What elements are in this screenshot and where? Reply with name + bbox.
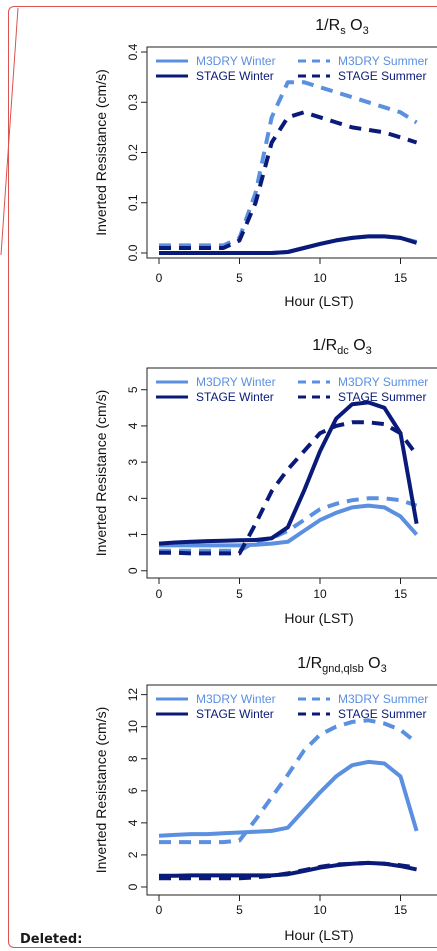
tracked-changes-page-frame — [8, 6, 437, 948]
legend-label: STAGE Summer — [338, 707, 426, 721]
y-tick-label: 0 — [126, 883, 140, 890]
x-tick-label: 15 — [394, 587, 408, 601]
x-axis-label: Hour (LST) — [284, 927, 353, 943]
chart-title-part: 3 — [363, 25, 369, 37]
series-group — [159, 80, 418, 255]
chart-title: 1/Rs O3 — [315, 17, 368, 37]
series-line-stage-summer — [159, 110, 418, 250]
x-tick-label: 15 — [394, 271, 408, 285]
y-axis-label: Inverted Resistance (cm/s) — [93, 69, 109, 236]
legend-label: STAGE Summer — [338, 69, 426, 83]
legend: M3DRY Winter M3DRY Summer STAGE Winter STAG… — [156, 54, 428, 83]
legend-label: STAGE Winter — [196, 69, 274, 83]
y-tick-label: 4 — [126, 422, 140, 429]
series-line-stage-summer — [159, 420, 419, 556]
series-line-stage-winter — [158, 400, 419, 546]
legend-label: M3DRY Summer — [338, 692, 428, 706]
x-axis-label: Hour (LST) — [284, 293, 353, 309]
y-tick-label: 0.2 — [126, 144, 140, 161]
series-line-m3dry-summer — [159, 718, 418, 845]
x-tick-label: 5 — [236, 587, 243, 601]
chart-title-part: 1/R — [315, 17, 340, 34]
series-line-stage-winter — [159, 860, 418, 878]
y-tick-label: 0.3 — [126, 94, 140, 111]
legend-label: STAGE Summer — [338, 390, 426, 404]
y-axis-label: Inverted Resistance (cm/s) — [93, 707, 109, 874]
x-tick-label: 10 — [313, 903, 327, 917]
chart-title-part: 3 — [381, 663, 387, 675]
plot-frame — [146, 684, 437, 896]
y-tick-label: 10 — [126, 720, 140, 734]
series-line-m3dry-winter — [158, 759, 419, 838]
y-tick-label: 3 — [126, 458, 140, 465]
x-tick-label: 5 — [236, 903, 243, 917]
series-group — [158, 400, 419, 556]
plot-frame — [146, 367, 437, 579]
chart-title-part: s — [340, 25, 346, 37]
x-axis-label: Hour (LST) — [284, 610, 353, 626]
legend-label: M3DRY Winter — [196, 54, 276, 68]
series-line-m3dry-winter — [159, 503, 419, 548]
chart-title-part: 3 — [366, 345, 372, 357]
legend-label: STAGE Winter — [196, 390, 274, 404]
y-tick-label: 5 — [126, 386, 140, 393]
y-axis-label: Inverted Resistance (cm/s) — [93, 390, 109, 557]
x-tick-label: 15 — [394, 903, 408, 917]
x-tick-label: 10 — [313, 271, 327, 285]
chart-title-part: O — [346, 17, 363, 34]
legend-label: M3DRY Winter — [196, 375, 276, 389]
x-tick-label: 0 — [156, 271, 163, 285]
y-tick-label: 6 — [126, 787, 140, 794]
y-tick-label: 1 — [126, 531, 140, 538]
series-line-stage-winter — [159, 234, 418, 255]
y-tick-label: 12 — [126, 688, 140, 702]
deleted-revision-label: Deleted: — [20, 932, 83, 947]
y-tick-label: 2 — [126, 495, 140, 502]
chart-title-part: O — [364, 655, 381, 672]
legend-label: M3DRY Summer — [338, 375, 428, 389]
y-tick-label: 0.0 — [126, 244, 140, 261]
comment-connector-line — [0, 7, 19, 256]
legend: M3DRY Winter M3DRY Summer STAGE Winter STAG… — [156, 375, 428, 404]
series-group — [158, 718, 419, 881]
x-tick-label: 5 — [236, 271, 243, 285]
y-tick-label: 0.4 — [126, 43, 140, 60]
chart-title-part: 1/R — [297, 655, 322, 672]
x-tick-label: 10 — [313, 587, 327, 601]
series-line-m3dry-summer — [159, 496, 418, 553]
legend-label: M3DRY Summer — [338, 54, 428, 68]
legend-label: STAGE Winter — [196, 707, 274, 721]
x-tick-label: 0 — [156, 903, 163, 917]
chart-panel-1: 1/Rs O3 0.0 0.1 0.2 0.3 0.4 0 5 10 15 Hour (LST) In… — [93, 17, 437, 309]
chart-title: 1/Rgnd,qlsb O3 — [297, 655, 387, 675]
y-tick-label: 4 — [126, 819, 140, 826]
chart-panel-3: 1/Rgnd,qlsb O3 0 2 4 6 8 10 12 0 5 10 15 Hour (LST) I… — [93, 655, 437, 943]
chart-title-part: O — [349, 337, 366, 354]
legend-label: M3DRY Winter — [196, 692, 276, 706]
y-tick-label: 0.1 — [126, 194, 140, 211]
y-tick-label: 8 — [126, 755, 140, 762]
chart-title: 1/Rdc O3 — [312, 337, 372, 357]
series-line-m3dry-summer — [159, 80, 418, 248]
x-tick-label: 0 — [156, 587, 163, 601]
y-tick-label: 0 — [126, 567, 140, 574]
y-tick-label: 2 — [126, 851, 140, 858]
chart-title-part: 1/R — [312, 337, 337, 354]
chart-title-part: gnd,qlsb — [322, 663, 364, 675]
legend: M3DRY Winter M3DRY Summer STAGE Winter STAG… — [156, 692, 428, 721]
chart-title-part: dc — [337, 345, 349, 357]
